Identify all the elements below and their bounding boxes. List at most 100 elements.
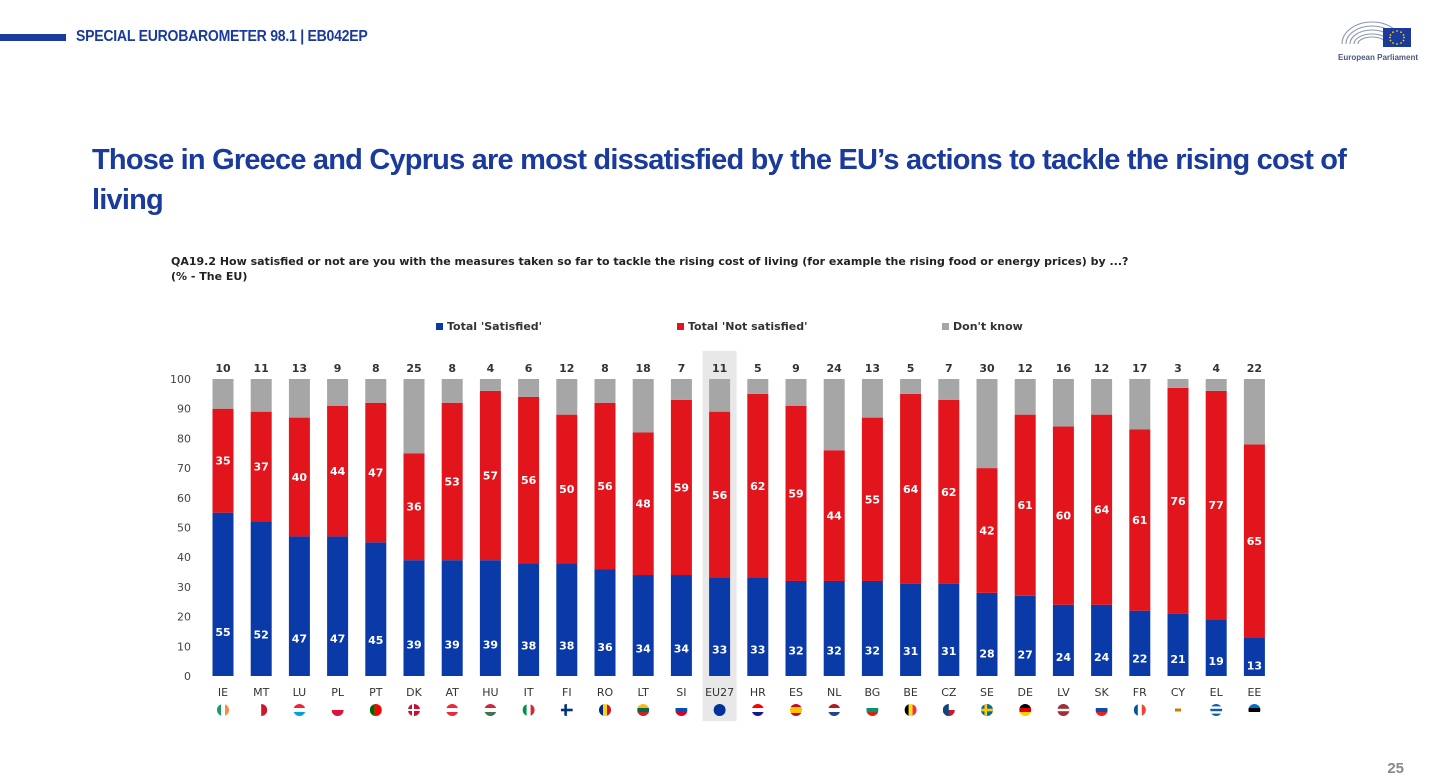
data-label-satisfied: 31 [941, 645, 956, 658]
bar-satisfied [403, 560, 425, 676]
flag-hr-icon [751, 704, 764, 716]
x-tick-label: SE [980, 686, 994, 699]
bar-satisfied [823, 580, 845, 676]
y-tick-label: 70 [177, 462, 191, 475]
data-label-satisfied: 27 [1018, 648, 1033, 661]
bar-not-satisfied [1243, 444, 1265, 638]
stacked-bar-chart: 0102030405060708090100553510IE523711MT47… [170, 351, 1265, 721]
data-label-dont-know: 30 [979, 362, 995, 375]
bar-not-satisfied [212, 408, 234, 513]
bar-dont-know [403, 379, 425, 454]
question-text: QA19.2 How satisfied or not are you with… [171, 254, 1171, 284]
x-tick-label: CY [1171, 686, 1185, 699]
data-label-not-satisfied: 59 [674, 481, 689, 494]
bar-dont-know [1014, 379, 1036, 415]
bar-not-satisfied [900, 393, 922, 584]
bar-satisfied [1129, 610, 1151, 676]
data-label-dont-know: 9 [334, 362, 342, 375]
bar-not-satisfied [479, 390, 501, 561]
y-tick-label: 10 [177, 640, 191, 653]
bar-satisfied [747, 577, 769, 676]
data-label-not-satisfied: 76 [1170, 495, 1186, 508]
bar-satisfied [1205, 619, 1227, 676]
data-label-satisfied: 21 [1170, 653, 1185, 666]
data-label-satisfied: 36 [597, 641, 613, 654]
bar-satisfied [441, 560, 463, 676]
x-tick-label: AT [446, 686, 460, 699]
data-label-dont-know: 12 [1094, 362, 1109, 375]
bar-not-satisfied [327, 405, 349, 537]
bar-dont-know [900, 379, 922, 394]
bar-satisfied [900, 583, 922, 676]
y-tick-label: 20 [177, 611, 191, 624]
flag-dk-icon [408, 704, 420, 716]
data-label-satisfied: 55 [215, 626, 230, 639]
flag-ro-icon [599, 704, 611, 716]
x-tick-label: PT [369, 686, 383, 699]
data-label-not-satisfied: 47 [368, 467, 383, 480]
data-label-not-satisfied: 65 [1247, 535, 1262, 548]
bar-dont-know [670, 379, 692, 400]
bar-satisfied [479, 560, 501, 676]
data-label-dont-know: 24 [827, 362, 843, 375]
bar-satisfied [861, 580, 883, 676]
x-tick-label: BE [903, 686, 918, 699]
bar-satisfied [288, 536, 310, 676]
data-label-dont-know: 9 [792, 362, 800, 375]
data-label-not-satisfied: 48 [636, 498, 651, 511]
data-label-satisfied: 52 [254, 628, 269, 641]
bar-not-satisfied [1091, 414, 1113, 605]
data-label-dont-know: 25 [406, 362, 421, 375]
flag-eu-icon [713, 704, 726, 716]
flag-mt-icon [255, 704, 268, 716]
x-tick-label: PL [331, 686, 345, 699]
bar-dont-know [1052, 379, 1074, 427]
flag-pl-icon [331, 704, 344, 716]
flag-bg-icon [866, 704, 879, 716]
data-label-not-satisfied: 60 [1056, 510, 1072, 523]
data-label-not-satisfied: 56 [712, 489, 728, 502]
flag-nl-icon [828, 704, 841, 716]
x-tick-label: IT [524, 686, 534, 699]
bar-not-satisfied [518, 396, 540, 564]
data-label-dont-know: 5 [907, 362, 915, 375]
bar-dont-know [479, 379, 501, 391]
data-label-satisfied: 31 [903, 645, 918, 658]
data-label-satisfied: 47 [330, 632, 345, 645]
bar-satisfied [1014, 595, 1036, 676]
bar-dont-know [327, 379, 349, 406]
y-tick-label: 90 [177, 403, 191, 416]
chart-legend: Total 'Satisfied' Total 'Not satisfied' … [0, 320, 1434, 336]
bar-dont-know [1243, 379, 1265, 445]
x-tick-label: FR [1133, 686, 1147, 699]
y-tick-label: 80 [177, 432, 191, 445]
legend-swatch-not-satisfied [677, 323, 684, 330]
bar-not-satisfied [441, 402, 463, 561]
data-label-not-satisfied: 37 [254, 461, 269, 474]
data-label-satisfied: 22 [1132, 652, 1147, 665]
y-tick-label: 50 [177, 522, 191, 535]
flag-hu-icon [484, 704, 497, 716]
bar-dont-know [1129, 379, 1151, 430]
bar-satisfied [632, 575, 654, 676]
bar-satisfied [365, 542, 387, 676]
data-label-dont-know: 11 [254, 362, 269, 375]
question-line: QA19.2 How satisfied or not are you with… [171, 255, 1129, 268]
data-label-dont-know: 12 [1018, 362, 1033, 375]
bar-not-satisfied [976, 468, 998, 593]
data-label-dont-know: 22 [1247, 362, 1262, 375]
x-tick-label: EE [1247, 686, 1261, 699]
bar-dont-know [976, 379, 998, 469]
bar-dont-know [365, 379, 387, 403]
bar-not-satisfied [1129, 429, 1151, 611]
flag-se-icon [981, 704, 993, 716]
data-label-not-satisfied: 61 [1018, 499, 1033, 512]
data-label-satisfied: 39 [406, 639, 421, 652]
data-label-satisfied: 24 [1056, 651, 1072, 664]
flag-cy-icon [1172, 704, 1184, 716]
x-tick-label: RO [597, 686, 614, 699]
logo-label: European Parliament [1337, 53, 1419, 62]
flag-lu-icon [293, 704, 306, 716]
bar-satisfied [785, 580, 807, 676]
bar-dont-know [518, 379, 540, 397]
